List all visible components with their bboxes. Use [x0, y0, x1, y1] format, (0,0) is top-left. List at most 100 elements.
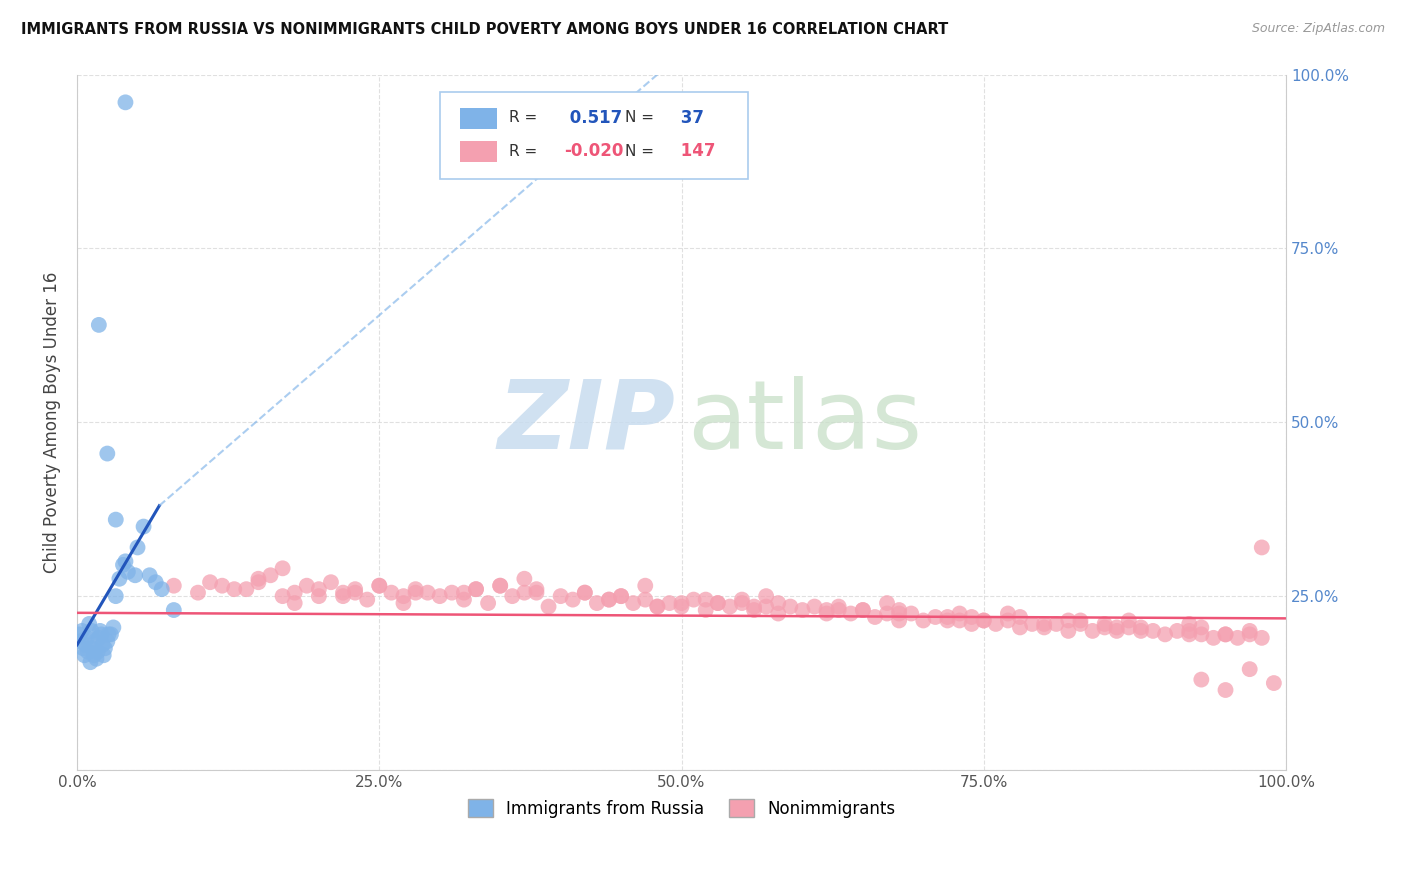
Point: [477, 596, 499, 610]
Point: [211, 579, 233, 593]
Point: [1081, 624, 1104, 638]
Point: [1202, 631, 1225, 645]
Point: [163, 579, 186, 593]
Point: [960, 610, 983, 624]
Point: [936, 610, 959, 624]
Point: [198, 575, 221, 590]
Point: [235, 582, 257, 597]
Point: [440, 585, 463, 599]
Point: [76, 631, 98, 645]
Point: [707, 596, 730, 610]
Point: [671, 599, 693, 614]
Point: [187, 585, 209, 599]
Point: [948, 607, 970, 621]
Point: [792, 603, 814, 617]
Point: [526, 582, 548, 597]
Point: [997, 614, 1019, 628]
Point: [537, 599, 560, 614]
Point: [621, 596, 644, 610]
Point: [489, 579, 512, 593]
Point: [127, 541, 149, 555]
Point: [97, 627, 120, 641]
Point: [1057, 614, 1080, 628]
Point: [100, 627, 122, 641]
Point: [1178, 627, 1201, 641]
Point: [1189, 673, 1212, 687]
Point: [271, 589, 294, 603]
Point: [924, 610, 946, 624]
Point: [876, 607, 898, 621]
Point: [87, 318, 110, 332]
Point: [332, 585, 354, 599]
Point: [912, 614, 935, 628]
Point: [718, 599, 741, 614]
Point: [960, 616, 983, 631]
Point: [513, 585, 536, 599]
Point: [574, 585, 596, 599]
Text: -0.020: -0.020: [564, 142, 624, 160]
Point: [103, 620, 125, 634]
Point: [77, 616, 100, 631]
Point: [1008, 620, 1031, 634]
Point: [104, 589, 127, 603]
Point: [72, 641, 94, 656]
Point: [550, 589, 572, 603]
Point: [779, 599, 801, 614]
Text: N =: N =: [624, 144, 654, 159]
Point: [1118, 614, 1140, 628]
Point: [405, 585, 427, 599]
Point: [1008, 610, 1031, 624]
Point: [1105, 624, 1128, 638]
Point: [707, 596, 730, 610]
Point: [392, 589, 415, 603]
Point: [80, 624, 103, 638]
Point: [132, 519, 155, 533]
Point: [1226, 631, 1249, 645]
Point: [634, 592, 657, 607]
Point: [308, 589, 330, 603]
Point: [768, 607, 790, 621]
Point: [69, 627, 91, 641]
Text: 37: 37: [675, 109, 704, 127]
Point: [1129, 620, 1152, 634]
Point: [73, 648, 96, 663]
Text: 0.517: 0.517: [564, 109, 623, 127]
Point: [1069, 614, 1091, 628]
Point: [75, 638, 97, 652]
Point: [79, 655, 101, 669]
Point: [742, 599, 765, 614]
Point: [332, 589, 354, 603]
Point: [815, 603, 838, 617]
Point: [561, 592, 583, 607]
Text: atlas: atlas: [688, 376, 922, 469]
Point: [827, 603, 849, 617]
Point: [984, 616, 1007, 631]
Point: [1189, 620, 1212, 634]
Point: [308, 582, 330, 597]
Point: [973, 614, 995, 628]
Point: [997, 607, 1019, 621]
Point: [429, 589, 451, 603]
Point: [124, 568, 146, 582]
Point: [526, 585, 548, 599]
Point: [671, 596, 693, 610]
Point: [863, 610, 886, 624]
Point: [86, 651, 108, 665]
Point: [647, 599, 669, 614]
FancyBboxPatch shape: [440, 92, 748, 178]
Text: 147: 147: [675, 142, 716, 160]
Point: [356, 592, 378, 607]
Point: [114, 95, 136, 110]
Point: [284, 585, 307, 599]
Point: [1118, 620, 1140, 634]
Point: [1178, 624, 1201, 638]
Point: [1215, 627, 1237, 641]
Point: [247, 572, 270, 586]
Point: [755, 599, 778, 614]
Point: [887, 603, 910, 617]
Point: [610, 589, 633, 603]
Point: [839, 607, 862, 621]
Point: [93, 648, 115, 663]
Point: [1178, 616, 1201, 631]
Text: R =: R =: [509, 110, 537, 125]
